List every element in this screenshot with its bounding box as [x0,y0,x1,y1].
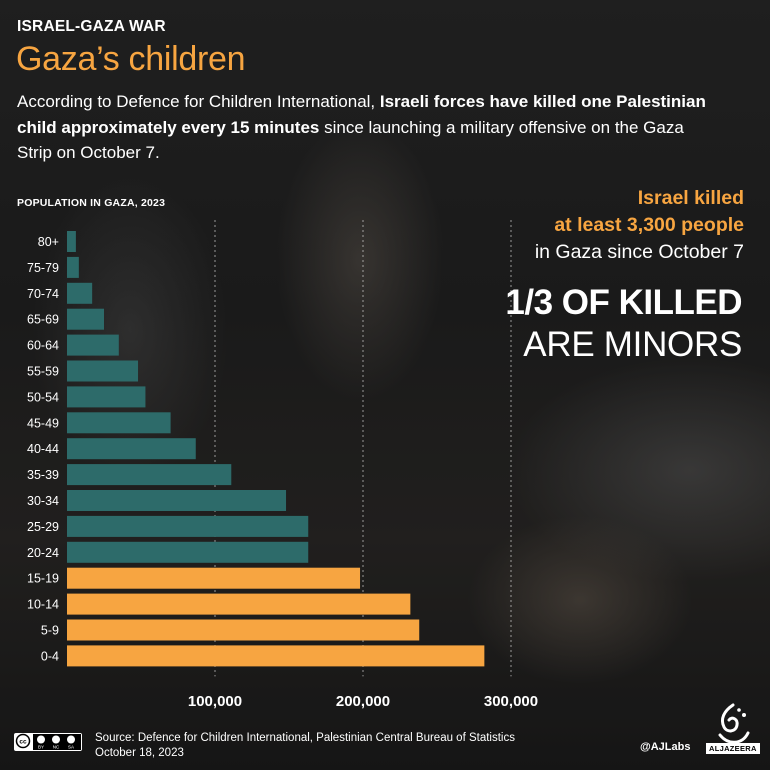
category-label: 25-29 [27,520,59,534]
killed-stat: Israel killed at least 3,300 people in G… [535,185,744,266]
cc-label-by: BY [38,745,44,750]
category-label: 20-24 [27,546,59,560]
source-line: Source: Defence for Children Internation… [95,732,515,744]
category-label: 65-69 [27,313,59,327]
bar-40-44 [67,438,196,460]
source-date: October 18, 2023 [95,747,184,759]
category-label: 10-14 [27,598,59,612]
bar-65-69 [67,308,104,330]
category-label: 0-4 [41,649,59,663]
bar-45-49 [67,412,171,434]
cc-label-sa: SA [68,745,74,750]
x-tick-label: 100,000 [188,693,242,710]
category-label: 80+ [38,235,59,249]
chart-title: POPULATION IN GAZA, 2023 [17,197,166,209]
ajlabs-handle: @AJLabs [640,741,691,753]
minors-headline: 1/3 OF KILLED ARE MINORS [505,282,742,366]
category-label: 5-9 [41,624,59,638]
bar-15-19 [67,567,361,589]
category-label: 70-74 [27,287,59,301]
kicker: ISRAEL-GAZA WAR [17,18,166,35]
bar-55-59 [67,360,139,382]
aljazeera-logo-icon [718,703,750,744]
bar-35-39 [67,464,232,486]
category-label: 45-49 [27,416,59,430]
category-label: 15-19 [27,572,59,586]
intro-bold: Israeli forces have killed one Palestini… [17,92,706,137]
bar-25-29 [67,515,309,537]
category-label: 75-79 [27,261,59,275]
bar-75-79 [67,256,79,278]
category-label: 60-64 [27,339,59,353]
bar-10-14 [67,593,411,615]
intro-text: According to Defence for Children Intern… [17,89,707,166]
page-title: Gaza’s children [16,40,246,78]
category-label: 50-54 [27,390,59,404]
category-label: 30-34 [27,494,59,508]
killed-stat-line2: at least 3,300 people [554,214,744,236]
category-label: 35-39 [27,468,59,482]
bar-50-54 [67,386,146,408]
x-tick-label: 300,000 [484,693,538,710]
bar-80+ [67,231,76,252]
intro-part1: According to Defence for Children Intern… [17,92,380,111]
category-label: 40-44 [27,442,59,456]
category-label: 55-59 [27,365,59,379]
svg-text:cc: cc [19,739,27,746]
aljazeera-wordmark: ALJAZEERA [706,743,760,754]
source-note: Source: Defence for Children Internation… [95,731,515,761]
bar-0-4 [67,645,485,667]
creative-commons-icon: cc BY NC SA [14,733,82,751]
bar-30-34 [67,490,287,511]
x-tick-label: 200,000 [336,693,390,710]
cc-label-nc: NC [53,745,60,750]
killed-stat-line1: Israel killed [637,187,744,209]
minors-headline-bold: 1/3 OF KILLED [505,283,742,322]
bar-60-64 [67,334,119,356]
bar-5-9 [67,619,420,641]
minors-headline-regular: ARE MINORS [523,325,742,364]
killed-stat-line3: in Gaza since October 7 [534,241,744,263]
intro-part2: since launching a military offensive on … [17,117,684,163]
bar-20-24 [67,541,309,563]
bar-70-74 [67,282,93,304]
